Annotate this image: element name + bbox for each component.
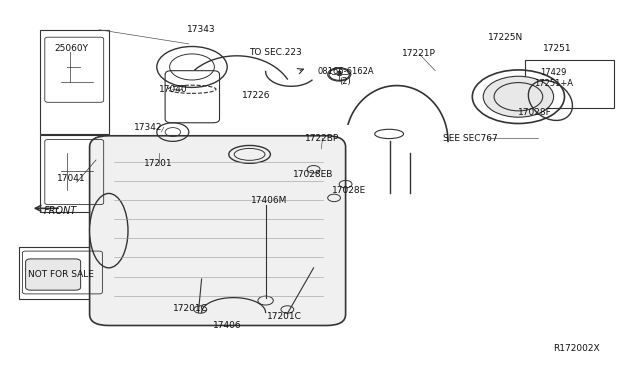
Text: R172002X: R172002X [553, 344, 599, 353]
Text: 17251: 17251 [543, 44, 571, 53]
Text: 1722BP: 1722BP [305, 134, 340, 143]
Text: B: B [337, 71, 342, 77]
Bar [525, 60, 614, 108]
Text: 17221P: 17221P [403, 49, 436, 58]
Text: 17028E: 17028E [332, 186, 366, 195]
Ellipse shape [90, 193, 128, 268]
Circle shape [483, 76, 554, 117]
Text: SEE SEC767: SEE SEC767 [443, 134, 498, 143]
Text: 17028EB: 17028EB [293, 170, 334, 179]
Text: 17406: 17406 [213, 321, 241, 330]
Text: FRONT: FRONT [44, 206, 77, 215]
Text: 08166-6162A
(2): 08166-6162A (2) [317, 67, 374, 86]
Text: 25060Y: 25060Y [54, 44, 89, 53]
Text: 17226: 17226 [242, 92, 270, 100]
Text: 17342: 17342 [134, 123, 163, 132]
Bar [19, 247, 109, 299]
FancyBboxPatch shape [90, 136, 346, 326]
Bar [40, 30, 109, 134]
Text: 17041: 17041 [58, 174, 86, 183]
Text: 17201C: 17201C [268, 312, 302, 321]
Text: 17201C: 17201C [173, 304, 208, 313]
Text: NOT FOR SALE: NOT FOR SALE [28, 270, 93, 279]
Text: 17201: 17201 [145, 159, 173, 168]
Text: 17429
17251+A: 17429 17251+A [534, 68, 573, 88]
Text: 17406M: 17406M [251, 196, 287, 205]
Text: TO SEC.223: TO SEC.223 [249, 48, 301, 57]
Text: 17343: 17343 [188, 25, 216, 34]
Text: 17028F: 17028F [518, 108, 552, 117]
Text: 17225N: 17225N [488, 33, 524, 42]
FancyBboxPatch shape [26, 259, 81, 290]
Text: 17040: 17040 [159, 85, 187, 94]
Text: B: B [337, 71, 342, 77]
Circle shape [329, 68, 349, 80]
Bar [40, 135, 109, 212]
